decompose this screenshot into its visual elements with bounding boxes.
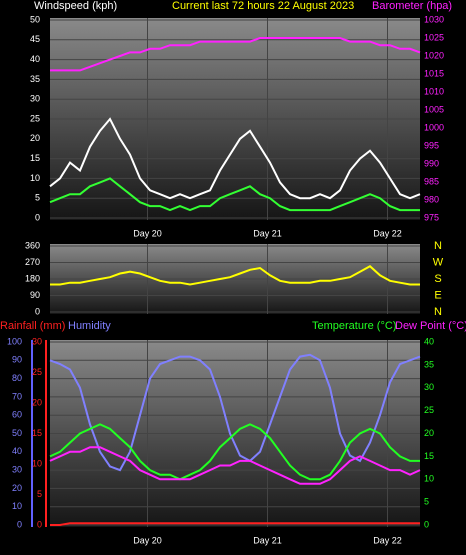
series-line [49,117,421,200]
y2-tick-label: 20 [424,428,434,438]
y-tick-label: 40 [30,54,40,64]
series-line [49,446,421,485]
series-line [50,37,421,72]
y2-tick-label: E [434,289,441,301]
y-tick-label: 0 [35,306,40,316]
baro-axis-title: Barometer (hpa) [372,0,452,12]
series-line [49,353,421,472]
y2-tick-label: 25 [424,405,434,415]
legend-entry: Dew Point (°C) [395,320,466,332]
y2-tick-label: S [434,273,441,285]
legend-entry: Humidity [68,320,111,332]
y-tick-label: 80 [12,373,22,383]
y-tick-label: 180 [25,273,40,283]
y2-tick-label: 1020 [424,50,444,60]
x-tick-label: Day 21 [253,228,282,238]
legend-entry: Rainfall (mm) [0,320,65,332]
y-tick-label: 90 [12,355,22,365]
y2-tick-label: 1025 [424,32,444,42]
y2-tick-label: 1000 [424,122,444,132]
y3-tick-label: 10 [32,458,42,468]
y-tick-label: 50 [12,428,22,438]
y-tick-label: 20 [30,133,40,143]
y2-tick-label: 0 [424,519,429,529]
y3-tick-label: 20 [32,397,42,407]
y3-tick-label: 25 [32,367,42,377]
y-tick-label: 20 [12,483,22,493]
y-tick-label: 0 [35,212,40,222]
y-tick-label: 10 [30,173,40,183]
x-tick-label: Day 20 [133,535,162,545]
x-tick-label: Day 21 [253,535,282,545]
y2-tick-label: 40 [424,336,434,346]
y2-tick-label: 1005 [424,104,444,114]
y-tick-label: 0 [17,519,22,529]
y2-tick-label: 985 [424,176,439,186]
y2-tick-label: 980 [424,194,439,204]
y3-tick-label: 15 [32,428,42,438]
y-tick-label: 15 [30,153,40,163]
y-tick-label: 30 [12,464,22,474]
series-line [50,522,420,526]
y2-tick-label: 995 [424,140,439,150]
wind-axis-title: Windspeed (kph) [34,0,117,12]
series-line [49,423,420,481]
y2-tick-label: 5 [424,497,429,507]
x-tick-label: Day 22 [373,228,402,238]
y2-tick-label: 1010 [424,86,444,96]
y3-tick-label: 0 [37,519,42,529]
y-tick-label: 35 [30,74,40,84]
y2-tick-label: 1030 [424,14,444,24]
legend-entry: Temperature (°C) [312,320,396,332]
y2-tick-label: 30 [424,382,434,392]
y2-tick-label: 975 [424,212,439,222]
y-tick-label: 270 [25,257,40,267]
y-tick-label: 360 [25,240,40,250]
y2-tick-label: 990 [424,158,439,168]
y3-tick-label: 30 [32,336,42,346]
y-tick-label: 5 [35,193,40,203]
y2-tick-label: 1015 [424,68,444,78]
series-line [50,264,420,286]
y-tick-label: 90 [30,290,40,300]
series-line [49,177,420,212]
y-tick-label: 25 [30,113,40,123]
y-tick-label: 40 [12,446,22,456]
y2-tick-label: N [434,306,442,318]
y2-tick-label: N [434,240,442,252]
y-tick-label: 45 [30,34,40,44]
y2-tick-label: 15 [424,451,434,461]
y-tick-label: 60 [12,410,22,420]
chart-title: Current last 72 hours 22 August 2023 [172,0,354,12]
y-tick-label: 70 [12,391,22,401]
y-tick-label: 50 [30,14,40,24]
y2-tick-label: 10 [424,474,434,484]
x-tick-label: Day 20 [133,228,162,238]
y3-tick-label: 5 [37,489,42,499]
y-tick-label: 10 [12,501,22,511]
x-tick-label: Day 22 [373,535,402,545]
y-tick-label: 100 [7,336,22,346]
y2-tick-label: W [433,256,444,268]
y-tick-label: 30 [30,94,40,104]
y2-tick-label: 35 [424,359,434,369]
